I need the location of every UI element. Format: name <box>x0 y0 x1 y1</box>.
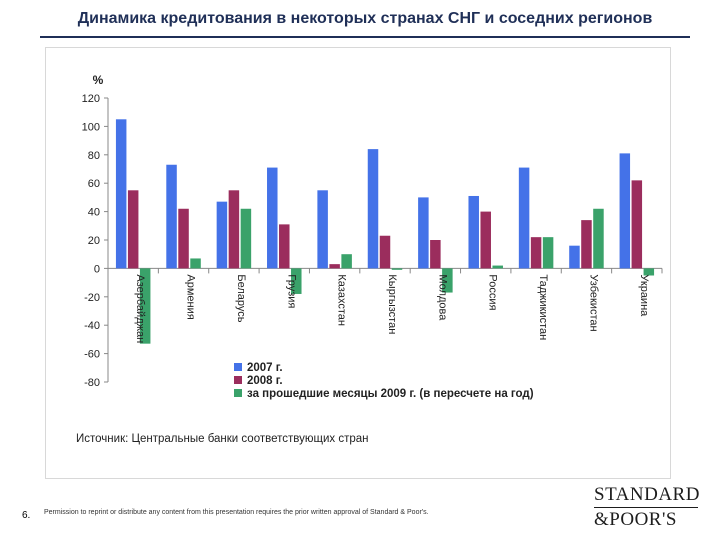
bar-1-7 <box>418 197 429 269</box>
logo-rule <box>594 507 698 508</box>
x-tick-label: Россия <box>487 274 499 310</box>
bar-2-8 <box>480 211 491 269</box>
bar-2-10 <box>581 220 592 269</box>
legend-swatch-1 <box>234 363 242 371</box>
x-tick-label: Украина <box>638 274 650 317</box>
bars-group <box>115 119 663 344</box>
y-tick-label: -40 <box>84 320 100 332</box>
y-tick-label: 100 <box>82 121 100 133</box>
bar-1-4 <box>267 167 278 269</box>
bar-3-9 <box>542 237 554 269</box>
standard-and-poors-logo: STANDARD &POOR'S <box>594 484 706 530</box>
bar-1-8 <box>468 195 479 269</box>
bar-3-10 <box>593 208 604 269</box>
y-tick-label: 0 <box>94 263 100 275</box>
bar-chart: % 120 100 80 60 40 20 0 -20 -40 -60 -80 Азербайджа… <box>76 73 663 445</box>
x-tick-label: Беларусь <box>235 274 247 322</box>
title-divider <box>40 36 690 38</box>
x-tick-label: Армения <box>185 274 197 319</box>
y-tick-label: -20 <box>84 292 100 304</box>
bar-2-1 <box>127 190 139 269</box>
y-axis-unit-label: % <box>93 73 104 87</box>
logo-line-2: &POOR'S <box>594 509 677 530</box>
legend: 2007 г.2008 г.за прошедшие месяцы 2009 г… <box>234 362 534 400</box>
x-tick-labels: Азербайджан Армения Беларусь Грузия Казахста… <box>134 274 650 343</box>
bar-2-6 <box>379 235 391 269</box>
bar-1-11 <box>619 153 631 269</box>
x-tick-label: Узбекистан <box>587 274 599 331</box>
legend-swatch-3 <box>234 389 242 397</box>
bar-2-9 <box>530 237 542 269</box>
bar-1-5 <box>317 190 328 269</box>
x-tick-label: Казахстан <box>336 274 348 326</box>
bar-2-2 <box>178 208 189 269</box>
y-tick-label: 40 <box>88 207 100 219</box>
x-tick-label: Таджикистан <box>537 274 549 340</box>
x-tick-label: Кыргызстан <box>386 274 398 334</box>
y-tick-label: -60 <box>84 349 100 361</box>
bar-3-4 <box>291 268 302 294</box>
legend-label-1: 2007 г. <box>247 362 283 374</box>
bar-1-1 <box>115 119 127 269</box>
x-tick-label: Грузия <box>285 274 297 308</box>
bar-3-1 <box>139 268 151 344</box>
source-note: Источник: Центральные банки соответствую… <box>76 433 368 445</box>
bar-3-7 <box>442 268 453 293</box>
legend-label-3: за прошедшие месяцы 2009 г. (в пересчете… <box>247 388 534 400</box>
bar-3-11 <box>643 268 655 276</box>
bar-1-6 <box>367 149 379 269</box>
bar-2-4 <box>279 224 290 269</box>
bar-3-2 <box>190 258 201 269</box>
slide-title: Динамика кредитования в некоторых страна… <box>77 10 653 27</box>
bar-1-9 <box>518 167 530 269</box>
y-tick-label: 60 <box>88 178 100 190</box>
chart-frame: % 120 100 80 60 40 20 0 -20 -40 -60 -80 Азербайджа… <box>45 47 671 479</box>
bar-3-6 <box>391 268 403 270</box>
bar-2-5 <box>329 264 340 269</box>
page-number: 6. <box>22 510 31 521</box>
bar-3-5 <box>341 254 352 269</box>
bar-3-3 <box>240 208 252 269</box>
y-tick-label: -80 <box>84 377 100 389</box>
permission-notice: Permission to reprint or distribute any … <box>44 509 429 516</box>
y-tick-label: 120 <box>82 93 100 105</box>
bar-1-2 <box>166 164 177 269</box>
y-tick-label: 20 <box>88 235 100 247</box>
x-tick-label: Молдова <box>436 274 448 321</box>
x-tick-label: Азербайджан <box>134 274 146 343</box>
bar-1-3 <box>216 201 228 269</box>
bar-2-11 <box>631 180 643 269</box>
bar-2-7 <box>430 240 441 269</box>
logo-line-1: STANDARD <box>594 484 700 505</box>
bar-3-8 <box>492 265 503 269</box>
legend-swatch-2 <box>234 376 242 384</box>
bar-1-10 <box>569 245 580 269</box>
legend-label-2: 2008 г. <box>247 375 283 387</box>
y-tick-label: 80 <box>88 150 100 162</box>
bar-2-3 <box>228 190 240 269</box>
